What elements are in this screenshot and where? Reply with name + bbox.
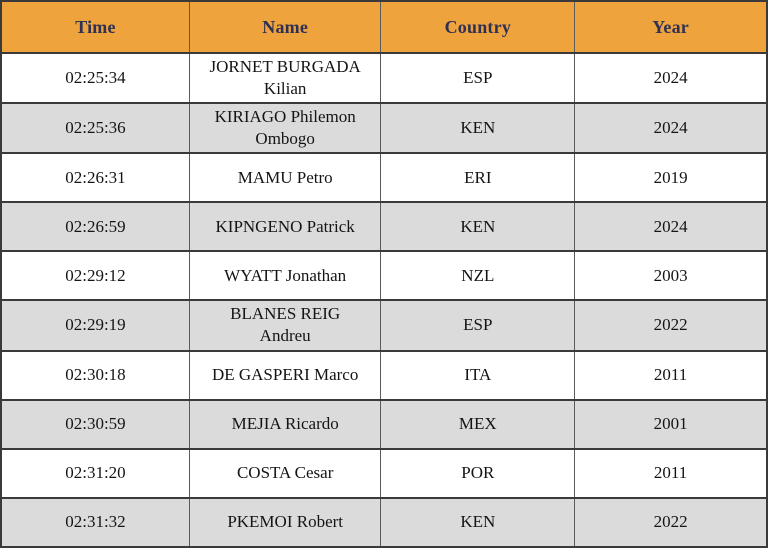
cell-country: ESP bbox=[380, 51, 576, 105]
table-row: 02:30:18 DE GASPERI Marco ITA 2011 bbox=[0, 349, 768, 401]
cell-year: 2011 bbox=[574, 349, 768, 401]
table-row: 02:29:19 BLANES REIG Andreu ESP 2022 bbox=[0, 299, 768, 352]
col-header-country: Country bbox=[380, 0, 576, 54]
cell-name: MEJIA Ricardo bbox=[188, 398, 382, 450]
cell-time: 02:31:32 bbox=[0, 496, 190, 548]
cell-name: PKEMOI Robert bbox=[188, 496, 382, 548]
cell-year: 2011 bbox=[574, 447, 768, 499]
table-row: 02:29:12 WYATT Jonathan NZL 2003 bbox=[0, 250, 768, 302]
cell-year: 2003 bbox=[574, 250, 768, 302]
header-row: Time Name Country Year bbox=[0, 0, 768, 54]
cell-year: 2024 bbox=[574, 201, 768, 253]
table-row: 02:31:32 PKEMOI Robert KEN 2022 bbox=[0, 496, 768, 548]
table-row: 02:25:34 JORNET BURGADA Kilian ESP 2024 bbox=[0, 51, 768, 105]
cell-time: 02:31:20 bbox=[0, 447, 190, 499]
cell-time: 02:29:19 bbox=[0, 299, 190, 352]
col-header-time: Time bbox=[0, 0, 190, 54]
col-header-year: Year bbox=[574, 0, 768, 54]
cell-country: NZL bbox=[380, 250, 576, 302]
table-row: 02:25:36 KIRIAGO Philemon Ombogo KEN 202… bbox=[0, 102, 768, 155]
cell-year: 2024 bbox=[574, 51, 768, 105]
cell-time: 02:26:59 bbox=[0, 201, 190, 253]
cell-time: 02:30:18 bbox=[0, 349, 190, 401]
cell-country: KEN bbox=[380, 102, 576, 155]
cell-time: 02:26:31 bbox=[0, 152, 190, 204]
cell-name: KIRIAGO Philemon Ombogo bbox=[188, 102, 382, 155]
cell-year: 2019 bbox=[574, 152, 768, 204]
col-header-name: Name bbox=[188, 0, 382, 54]
cell-year: 2024 bbox=[574, 102, 768, 155]
cell-name: KIPNGENO Patrick bbox=[188, 201, 382, 253]
cell-name: BLANES REIG Andreu bbox=[188, 299, 382, 352]
cell-country: POR bbox=[380, 447, 576, 499]
cell-time: 02:30:59 bbox=[0, 398, 190, 450]
cell-year: 2022 bbox=[574, 299, 768, 352]
cell-year: 2022 bbox=[574, 496, 768, 548]
cell-country: KEN bbox=[380, 201, 576, 253]
cell-name: DE GASPERI Marco bbox=[188, 349, 382, 401]
cell-name: JORNET BURGADA Kilian bbox=[188, 51, 382, 105]
cell-country: KEN bbox=[380, 496, 576, 548]
table-row: 02:30:59 MEJIA Ricardo MEX 2001 bbox=[0, 398, 768, 450]
cell-name: MAMU Petro bbox=[188, 152, 382, 204]
cell-time: 02:25:34 bbox=[0, 51, 190, 105]
cell-time: 02:29:12 bbox=[0, 250, 190, 302]
cell-name: WYATT Jonathan bbox=[188, 250, 382, 302]
results-table: Time Name Country Year 02:25:34 JORNET B… bbox=[0, 0, 768, 548]
cell-country: ITA bbox=[380, 349, 576, 401]
table-row: 02:31:20 COSTA Cesar POR 2011 bbox=[0, 447, 768, 499]
cell-country: MEX bbox=[380, 398, 576, 450]
table-row: 02:26:59 KIPNGENO Patrick KEN 2024 bbox=[0, 201, 768, 253]
cell-time: 02:25:36 bbox=[0, 102, 190, 155]
cell-country: ESP bbox=[380, 299, 576, 352]
cell-country: ERI bbox=[380, 152, 576, 204]
cell-year: 2001 bbox=[574, 398, 768, 450]
cell-name: COSTA Cesar bbox=[188, 447, 382, 499]
table-row: 02:26:31 MAMU Petro ERI 2019 bbox=[0, 152, 768, 204]
